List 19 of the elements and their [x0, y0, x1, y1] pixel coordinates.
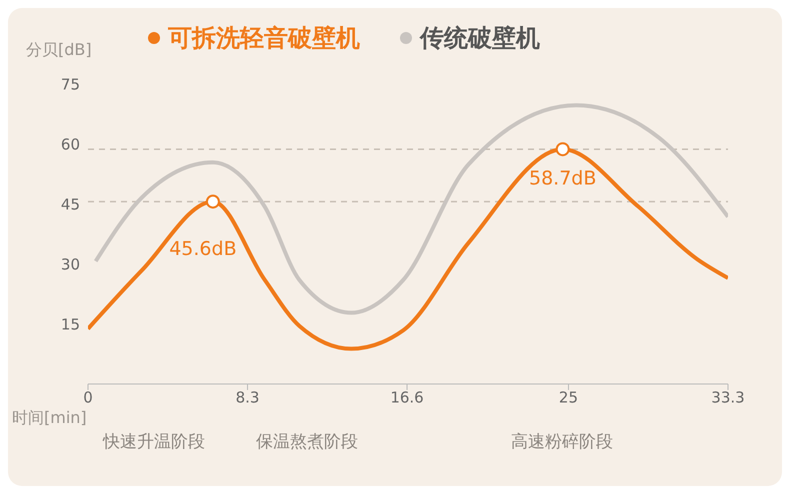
x-tick-label: 8.3: [236, 388, 260, 407]
y-tick-label: 15: [60, 315, 80, 334]
x-tick-label: 33.3: [711, 388, 745, 407]
y-tick-label: 60: [60, 135, 80, 154]
annotation: 45.6dB: [169, 238, 237, 260]
legend-label: 可拆洗轻音破壁机: [167, 23, 360, 54]
annotation: 58.7dB: [529, 168, 596, 190]
y-axis-title: 分贝[dB]: [26, 40, 92, 61]
text: 快速升温阶段: [103, 431, 205, 453]
y-tick-label: 45: [60, 195, 80, 214]
text: 保温熬煮阶段: [256, 431, 358, 453]
x-axis-title: 时间[min]: [12, 408, 87, 429]
y-tick-label: 75: [60, 75, 80, 94]
legend-label: 传统破壁机: [418, 23, 540, 54]
x-tick-label: 25: [558, 388, 578, 407]
x-tick-label: 16.6: [390, 388, 424, 407]
text: 高速粉碎阶段: [511, 431, 613, 453]
y-tick-label: 30: [60, 255, 80, 274]
x-tick-label: 0: [83, 388, 93, 407]
